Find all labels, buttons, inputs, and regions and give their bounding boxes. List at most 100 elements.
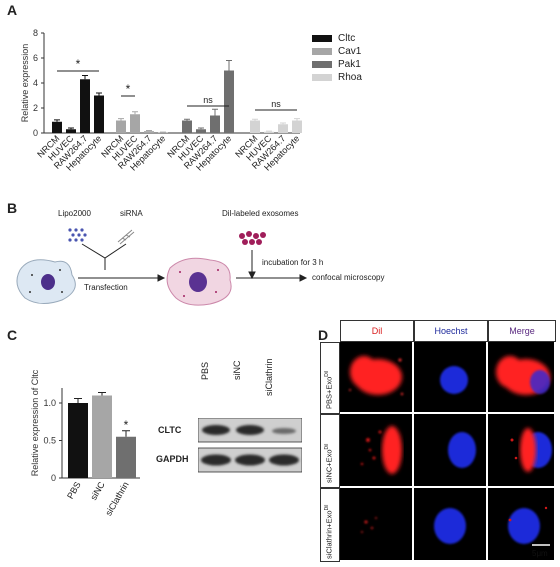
legend-swatch-cav1	[312, 48, 332, 55]
transfection-arrow-icon	[78, 274, 166, 282]
row-label-sup: Dil	[324, 370, 330, 377]
panel-b-letter: B	[7, 200, 18, 216]
blot-band	[272, 428, 296, 434]
y-tick-label: 0	[51, 473, 56, 483]
col-header-hoechst: Hoechst	[414, 320, 488, 342]
legend-swatch-rhoa	[312, 74, 332, 81]
x-tick-label: siNC	[88, 480, 107, 502]
significance-label: ns	[271, 99, 281, 109]
row-label-sup: Dil	[324, 443, 330, 450]
y-tick-label: 8	[33, 28, 38, 38]
western-blot-lane-labels: PBS siNC siClathrin	[200, 340, 340, 400]
dil-signal-sinc	[382, 426, 402, 474]
significance-label: ns	[203, 95, 213, 105]
nucleus-siclathrin	[434, 508, 466, 544]
bar	[278, 124, 288, 133]
y-tick-label: 0.5	[43, 436, 56, 446]
bar	[52, 121, 62, 133]
bar	[144, 131, 154, 133]
x-tick-label: siClathrin	[103, 480, 130, 517]
dil-signal-siclathrin	[361, 517, 377, 533]
row-label-text: PBS+Exo	[324, 376, 334, 409]
incubation-label: incubation for 3 h	[262, 258, 324, 267]
blot-band	[201, 454, 231, 466]
row-label-siclathrin: siClathrin+ExoDil	[320, 488, 340, 562]
bar	[130, 114, 140, 133]
confocal-arrow-icon	[236, 274, 308, 282]
bar	[80, 79, 90, 133]
y-tick-label: 1.0	[43, 398, 56, 408]
microscopy-grid	[340, 342, 554, 560]
bar	[116, 436, 136, 478]
bar	[292, 120, 302, 133]
sirna-icon	[117, 229, 135, 245]
bar	[182, 120, 192, 133]
legend-label: Rhoa	[338, 72, 362, 83]
sirna-label: siRNA	[120, 209, 143, 218]
row-label-pbs: PBS+ExoDil	[320, 342, 340, 414]
row-label-text: siClathrin+Exo	[324, 510, 334, 559]
dil-signal-pbs	[350, 356, 402, 395]
exosome-label: Dil-labeled exosomes	[222, 209, 299, 218]
lane-label: PBS	[200, 361, 210, 380]
significance-label: *	[76, 57, 81, 71]
row-label-sup: Dil	[324, 504, 330, 511]
row-label-text: siNC+Exo	[324, 449, 334, 483]
legend-swatch-cltc	[312, 35, 332, 42]
y-tick-label: 6	[33, 53, 38, 63]
y-axis-label: Relative expression	[20, 44, 30, 123]
transfection-label: Transfection	[84, 283, 128, 292]
blot-band	[235, 454, 265, 466]
nucleus-pbs	[440, 366, 468, 394]
legend-label: Cltc	[338, 33, 356, 44]
scale-bar-label: 5μm	[532, 549, 548, 558]
bar	[158, 132, 168, 133]
lipo2000-label: Lipo2000	[58, 209, 91, 218]
bar	[264, 131, 274, 133]
transfected-cell-icon	[166, 257, 232, 306]
bar	[116, 120, 126, 133]
bar	[94, 95, 104, 133]
incubation-arrow-icon	[248, 250, 256, 280]
western-blot-image	[198, 418, 302, 473]
legend-item: Cltc	[312, 32, 362, 45]
legend-label: Cav1	[338, 46, 362, 57]
col-header-dil: Dil	[340, 320, 414, 342]
transfection-schematic	[16, 228, 308, 306]
row-label-sinc: siNC+ExoDil	[320, 414, 340, 488]
bar	[66, 129, 76, 133]
bar	[92, 395, 112, 478]
y-tick-label: 4	[33, 78, 38, 88]
legend-label: Pak1	[338, 59, 361, 70]
blot-band	[236, 425, 264, 435]
bar	[68, 403, 88, 478]
bar	[210, 115, 220, 133]
significance-label: *	[126, 82, 131, 96]
bar	[250, 120, 260, 133]
col-header-merge: Merge	[488, 320, 556, 342]
confocal-label: confocal microscopy	[312, 273, 385, 282]
blot-band	[269, 454, 299, 466]
nucleus-sinc	[448, 432, 476, 468]
lipo2000-dots-icon	[68, 228, 87, 242]
band-label-cltc: CLTC	[158, 425, 182, 435]
y-axis-label: Relative expression of Cltc	[30, 369, 40, 476]
legend-item: Pak1	[312, 58, 362, 71]
panel-a-letter: A	[7, 2, 18, 18]
bar	[196, 129, 206, 133]
chart-a-legend: Cltc Cav1 Pak1 Rhoa	[312, 32, 362, 84]
panel-d-letter: D	[318, 327, 329, 343]
legend-item: Rhoa	[312, 71, 362, 84]
y-tick-label: 2	[33, 103, 38, 113]
legend-item: Cav1	[312, 45, 362, 58]
blot-band	[202, 425, 230, 435]
legend-swatch-pak1	[312, 61, 332, 68]
merge-arrow-icon	[81, 243, 127, 270]
exosome-icon	[239, 231, 266, 245]
panel-c-letter: C	[7, 327, 18, 343]
band-label-gapdh: GAPDH	[156, 454, 189, 464]
lane-label: siClathrin	[264, 358, 274, 396]
bar	[224, 70, 234, 133]
